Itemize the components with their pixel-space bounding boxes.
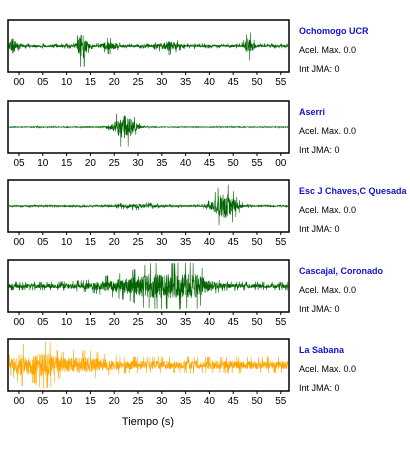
- x-tick-label: 35: [180, 317, 192, 328]
- x-tick-label: 25: [132, 77, 144, 88]
- int-jma-readout: Int JMA: 0: [299, 145, 340, 155]
- x-tick-label: 20: [109, 237, 121, 248]
- x-tick-label: 55: [275, 396, 287, 407]
- x-tick-label: 45: [228, 77, 240, 88]
- waveform-trace: [8, 184, 289, 226]
- x-tick-label: 35: [156, 158, 168, 169]
- x-tick-label: 05: [37, 317, 49, 328]
- x-tick-label: 55: [251, 158, 263, 169]
- x-tick-label: 15: [85, 77, 97, 88]
- x-tick-label: 10: [61, 396, 73, 407]
- x-tick-label: 40: [204, 77, 216, 88]
- x-tick-label: 50: [251, 396, 263, 407]
- x-tick-label: 20: [109, 317, 121, 328]
- panel-frame: [7, 179, 290, 233]
- waveform-trace: [8, 113, 289, 147]
- x-tick-label: 30: [156, 317, 168, 328]
- x-tick-label: 40: [204, 237, 216, 248]
- x-tick-label: 20: [109, 396, 121, 407]
- x-tick-label: 40: [204, 396, 216, 407]
- x-tick-label: 00: [13, 237, 25, 248]
- panel-frame: [7, 19, 290, 73]
- waveform-panel: 00 05 10 15 20 25 30 35 40 45 50 55 Esc J Chaves,C Q…: [7, 179, 408, 248]
- x-tick-label: 30: [156, 237, 168, 248]
- waveform-trace: [8, 262, 289, 310]
- waveform-panel: 00 05 10 15 20 25 30 35 40 45 50 55 Ochomogo UCR Acel…: [7, 19, 369, 88]
- panel-frame: [7, 100, 290, 154]
- int-jma-readout: Int JMA: 0: [299, 224, 340, 234]
- x-tick-label: 20: [85, 158, 97, 169]
- x-tick-label: 30: [156, 396, 168, 407]
- station-name: Cascajal, Coronado: [299, 266, 384, 276]
- x-tick-label: 15: [61, 158, 73, 169]
- x-tick-label: 30: [156, 77, 168, 88]
- acel-max-readout: Acel. Max. 0.0: [299, 126, 356, 136]
- x-tick-label: 45: [228, 317, 240, 328]
- acel-max-readout: Acel. Max. 0.0: [299, 45, 356, 55]
- x-tick-label: 40: [204, 317, 216, 328]
- acel-max-readout: Acel. Max. 0.0: [299, 364, 356, 374]
- x-tick-label: 45: [228, 237, 240, 248]
- x-tick-label: 40: [180, 158, 192, 169]
- x-tick-label: 00: [13, 396, 25, 407]
- waveform-trace: [8, 32, 289, 67]
- x-tick-label: 00: [13, 77, 25, 88]
- int-jma-readout: Int JMA: 0: [299, 64, 340, 74]
- panel-frame: [7, 259, 290, 313]
- x-tick-label: 05: [13, 158, 25, 169]
- panel-frame: [7, 338, 290, 392]
- x-tick-label: 30: [132, 158, 144, 169]
- station-name: Esc J Chaves,C Quesada: [299, 186, 408, 196]
- x-tick-label: 05: [37, 237, 49, 248]
- acel-max-readout: Acel. Max. 0.0: [299, 285, 356, 295]
- x-tick-label: 10: [61, 317, 73, 328]
- x-tick-label: 45: [228, 396, 240, 407]
- x-tick-label: 10: [61, 237, 73, 248]
- x-tick-label: 50: [251, 317, 263, 328]
- x-tick-label: 50: [251, 77, 263, 88]
- int-jma-readout: Int JMA: 0: [299, 304, 340, 314]
- x-tick-label: 55: [275, 237, 287, 248]
- x-tick-label: 50: [251, 237, 263, 248]
- x-tick-label: 35: [180, 396, 192, 407]
- x-tick-label: 10: [61, 77, 73, 88]
- x-tick-label: 00: [13, 317, 25, 328]
- x-tick-label: 50: [228, 158, 240, 169]
- x-tick-label: 15: [85, 237, 97, 248]
- x-tick-label: 55: [275, 77, 287, 88]
- x-tick-label: 25: [132, 237, 144, 248]
- x-tick-label: 15: [85, 396, 97, 407]
- x-tick-label: 05: [37, 77, 49, 88]
- int-jma-readout: Int JMA: 0: [299, 383, 340, 393]
- waveform-panel: 00 05 10 15 20 25 30 35 40 45 50 55 Cascajal, Corona…: [7, 259, 384, 328]
- x-tick-label: 25: [109, 158, 121, 169]
- x-tick-label: 35: [180, 77, 192, 88]
- x-tick-label: 45: [204, 158, 216, 169]
- x-tick-label: 15: [85, 317, 97, 328]
- station-name: Ochomogo UCR: [299, 26, 369, 36]
- x-tick-label: 35: [180, 237, 192, 248]
- waveform-panel: 00 05 10 15 20 25 30 35 40 45 50 55 La Sabana Acel. M…: [7, 338, 356, 407]
- x-tick-label: 25: [132, 317, 144, 328]
- waveform-trace: [8, 341, 289, 389]
- acel-max-readout: Acel. Max. 0.0: [299, 205, 356, 215]
- waveform-panel: 05 10 15 20 25 30 35 40 45 50 55 00 Aserri Acel. Max.…: [7, 100, 356, 169]
- x-tick-label: 25: [132, 396, 144, 407]
- x-tick-label: 10: [37, 158, 49, 169]
- x-tick-label: 05: [37, 396, 49, 407]
- x-tick-label: 20: [109, 77, 121, 88]
- station-name: Aserri: [299, 107, 325, 117]
- x-tick-label: 00: [275, 158, 287, 169]
- x-axis-title: Tiempo (s): [122, 416, 174, 428]
- station-name: La Sabana: [299, 345, 345, 355]
- x-tick-label: 55: [275, 317, 287, 328]
